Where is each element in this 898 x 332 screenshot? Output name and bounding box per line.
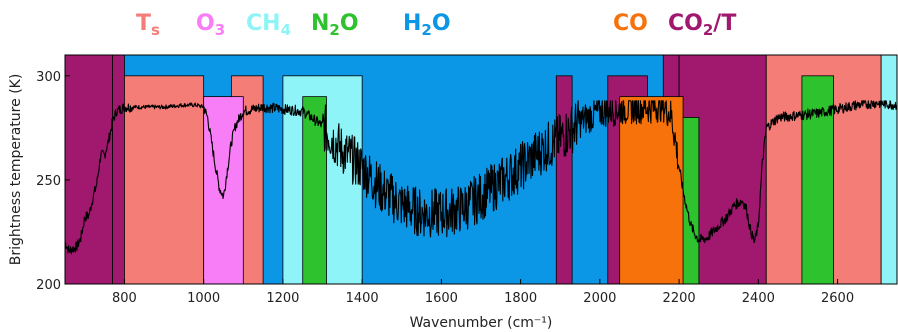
legend-subscript: 2 — [421, 21, 432, 39]
legend-item-4: H2O — [403, 10, 451, 44]
legend-item-6: CO2/T — [668, 10, 736, 44]
spectrum-series-0 — [64, 100, 898, 255]
legend-subscript: 4 — [280, 21, 291, 39]
x-tick-label-1800: 1800 — [504, 291, 537, 306]
brightness-temperature-line — [64, 100, 898, 255]
legend-label: CO — [613, 11, 648, 36]
band-co2-t-4 — [555, 75, 573, 285]
band-co-15 — [619, 96, 684, 285]
legend-label-suffix: O — [431, 11, 451, 36]
x-tick-label-800: 800 — [112, 291, 137, 306]
x-tick-label-1400: 1400 — [346, 291, 379, 306]
band-co2-t-1 — [112, 54, 125, 285]
x-tick-label-1600: 1600 — [425, 291, 458, 306]
legend-label-suffix: O — [339, 11, 359, 36]
legend-label: O — [196, 11, 215, 36]
legend-label: CH — [246, 11, 281, 36]
x-tick-label-1000: 1000 — [187, 291, 220, 306]
x-tick-label-2200: 2200 — [663, 291, 696, 306]
band-ts-6 — [124, 75, 205, 285]
axes: 800 1000 1200 1400 1600 1800 2000 2200 2400 2600 2… — [8, 54, 898, 331]
legend-item-2: CH4 — [246, 10, 291, 44]
x-tick-label-1200: 1200 — [266, 291, 299, 306]
x-tick-label-2000: 2000 — [583, 291, 616, 306]
y-tick-label-300: 300 — [36, 70, 61, 85]
x-tick-label-2600: 2600 — [821, 291, 854, 306]
y-axis-label: Brightness temperature (K) — [8, 74, 24, 266]
plot-frame — [64, 54, 898, 285]
legend-label: T — [136, 11, 152, 36]
legend-item-3: N2O — [311, 10, 359, 44]
band-ch4-11 — [880, 54, 898, 285]
legend-item-1: O3 — [196, 10, 225, 44]
gas-legend: Ts O3 CH4 N2O H2O CO CO2/T — [0, 10, 898, 44]
absorption-bands — [64, 54, 898, 285]
legend-subscript: 3 — [214, 21, 226, 39]
legend-subscript: 2 — [702, 21, 714, 39]
y-tick-label-250: 250 — [36, 174, 61, 189]
legend-label-suffix: /T — [713, 11, 737, 36]
legend-subscript: 2 — [329, 21, 340, 39]
x-axis-label: Wavenumber (cm⁻¹) — [410, 315, 553, 331]
legend-item-0: Ts — [136, 10, 160, 44]
legend-label: N — [311, 11, 330, 36]
x-tick-label-2400: 2400 — [742, 291, 775, 306]
legend-item-5: CO — [613, 10, 648, 38]
legend-label: CO — [668, 11, 703, 36]
y-tick-label-200: 200 — [36, 278, 61, 293]
legend-subscript: s — [151, 21, 160, 39]
band-co2-t-0 — [64, 54, 113, 285]
legend-label: H — [403, 11, 422, 36]
